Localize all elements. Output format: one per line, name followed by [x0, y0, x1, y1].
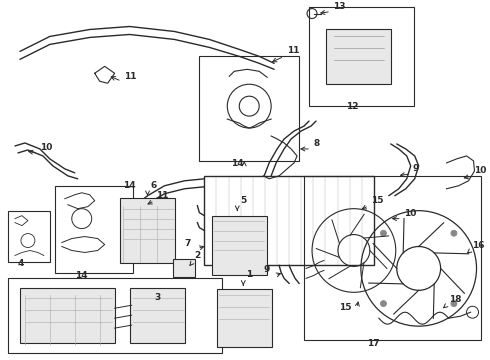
Bar [326, 29, 392, 84]
Text: 15: 15 [339, 303, 351, 312]
Circle shape [451, 230, 457, 236]
Text: 11: 11 [156, 191, 169, 200]
Bar [21, 288, 115, 343]
Text: 15: 15 [371, 196, 383, 205]
Text: 4: 4 [18, 260, 24, 269]
Circle shape [380, 230, 387, 236]
Text: 14: 14 [122, 181, 135, 190]
Text: 11: 11 [287, 46, 299, 55]
Bar [55, 186, 133, 273]
Text: 16: 16 [472, 240, 485, 249]
Bar [8, 211, 50, 262]
Text: 11: 11 [123, 72, 136, 81]
Bar [199, 57, 299, 161]
Text: 13: 13 [333, 1, 345, 10]
Text: 3: 3 [154, 293, 161, 302]
Text: 1: 1 [246, 270, 252, 279]
Bar [304, 176, 482, 340]
Text: 18: 18 [449, 295, 461, 304]
Text: 12: 12 [345, 102, 358, 111]
Bar [204, 176, 374, 265]
Text: 9: 9 [413, 164, 419, 173]
Circle shape [380, 301, 387, 307]
Bar [120, 198, 175, 263]
Text: 9: 9 [263, 265, 270, 274]
Bar [8, 278, 222, 353]
Bar [173, 260, 196, 277]
Text: 10: 10 [474, 166, 487, 175]
Text: 17: 17 [368, 339, 380, 348]
Text: 14: 14 [231, 159, 244, 168]
Bar [130, 288, 185, 343]
Bar [217, 289, 271, 347]
Circle shape [451, 301, 457, 307]
Bar [212, 216, 267, 275]
Text: 8: 8 [313, 139, 319, 148]
Text: 14: 14 [75, 271, 88, 280]
Text: 2: 2 [195, 251, 200, 260]
Bar [309, 6, 414, 106]
Text: 5: 5 [240, 196, 246, 205]
Text: 6: 6 [150, 181, 157, 190]
Text: 7: 7 [184, 239, 191, 248]
Text: 10: 10 [404, 209, 416, 218]
Text: 10: 10 [40, 143, 52, 152]
